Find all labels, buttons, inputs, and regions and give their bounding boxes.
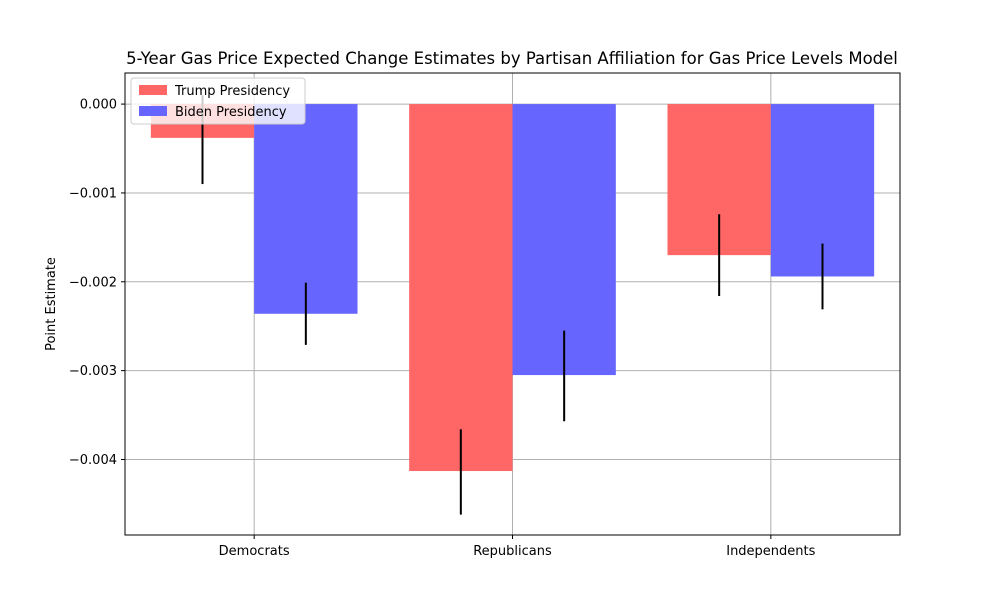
y-tick-label: −0.002 — [69, 275, 117, 290]
y-tick-label: −0.001 — [69, 186, 117, 201]
bar — [254, 104, 358, 314]
legend: Trump Presidency Biden Presidency — [130, 77, 306, 125]
legend-swatch — [139, 85, 167, 95]
bar — [409, 104, 513, 472]
chart-title: 5-Year Gas Price Expected Change Estimat… — [126, 49, 898, 68]
legend-swatch — [139, 106, 167, 116]
bar — [512, 104, 616, 376]
y-axis: 0.000 −0.001 −0.002 −0.003 −0.004 — [69, 98, 125, 468]
x-tick-label: Independents — [726, 544, 815, 559]
y-tick-label: −0.004 — [69, 453, 117, 468]
error-bars — [201, 95, 824, 515]
x-tick-label: Republicans — [473, 544, 552, 559]
legend-label: Biden Presidency — [175, 105, 287, 120]
y-tick-label: −0.003 — [69, 364, 117, 379]
legend-label: Trump Presidency — [174, 84, 290, 99]
y-tick-label: 0.000 — [80, 98, 117, 113]
x-tick-label: Democrats — [219, 544, 290, 559]
y-axis-label: Point Estimate — [44, 257, 59, 351]
legend-frame — [130, 77, 306, 125]
x-axis: Democrats Republicans Independents — [219, 535, 816, 559]
